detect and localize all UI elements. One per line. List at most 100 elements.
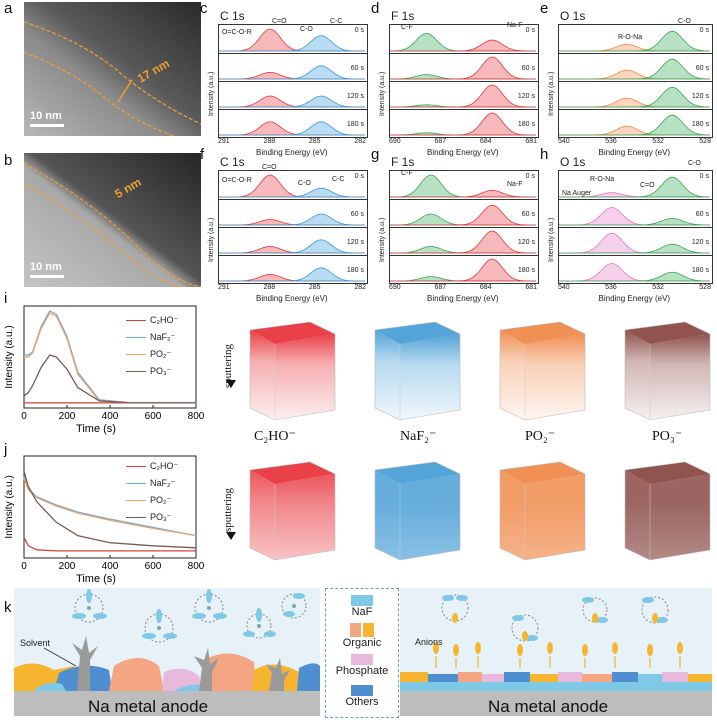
cube-top-3-top-face [625, 322, 710, 344]
xps-peak-f-0-1 [219, 187, 365, 198]
xps-spectrum-c-2 [219, 95, 365, 108]
panel-label-e: e [540, 0, 549, 17]
cube-bottom-2 [499, 461, 586, 561]
xps-tick-f-0: 291 [218, 284, 230, 291]
xps-stack-f: 0 s 60 s 120 s 180 s [218, 170, 368, 284]
cube-top-3-left-face [625, 330, 650, 420]
anode-label-k: Na metal anode [88, 697, 209, 716]
xps-peak-label-f-1: O=C-O-R [222, 177, 252, 184]
xps-time-f-3: 180 s [346, 267, 364, 274]
scale-bar-a [30, 124, 64, 127]
anions-label: Anions [415, 637, 443, 647]
cube-label-naf2: NaF₂⁻ [400, 429, 437, 444]
panel-label-a: a [4, 0, 13, 17]
chart-i-xtick-4: 800 [188, 411, 205, 422]
xps-section-c-2: 120 s [219, 81, 367, 110]
xps-peak-label-d-1: Na-F [507, 22, 523, 29]
xps-time-c-3: 180 s [346, 121, 364, 128]
xps-peak-d-3-1 [390, 112, 536, 136]
xps-spectrum-e-2 [559, 86, 710, 108]
xps-time-e-2: 120 s [691, 93, 709, 100]
xps-tick-g-2: 684 [479, 284, 492, 291]
xps-section-f-1: 60 s [219, 199, 367, 228]
sputtering-arrow-bottom [226, 532, 236, 540]
chart-j-xtick-1: 200 [59, 561, 76, 572]
cube-top-0-top-face [250, 322, 335, 344]
legend-j-naf2-label: NaF₂⁻ [150, 478, 176, 488]
chart-i-xtick-2: 400 [102, 411, 119, 422]
xps-spectrum-c-1 [219, 65, 365, 80]
xps-section-h-3: 180 s [559, 255, 712, 283]
cube-top-1 [374, 321, 461, 421]
xps-tick-c-0: 291 [218, 138, 230, 145]
xps-spectrum-d-3 [390, 112, 536, 136]
xps-time-e-1: 60 s [695, 65, 709, 72]
xps-peak-c-1-1 [219, 65, 365, 80]
chart-j-xtick-3: 600 [145, 561, 162, 572]
depth-profile-chart-i: 0 200 400 600 800 Time (s) Intensity (a.u.) [4, 305, 205, 435]
xps-section-g-3: 180 s [390, 255, 538, 283]
xps-panel-d: d Intensity (a.u.) F 1s 0 s 60 s 120 s 180 s C-… [371, 0, 547, 157]
chart-j-series-3 [23, 471, 197, 549]
xps-section-h-0: 0 s [559, 171, 712, 200]
xps-tick-c-2: 285 [308, 138, 321, 145]
xps-section-f-0: 0 s [219, 171, 367, 200]
legend-j-c2ho-label: C₂HO⁻ [150, 461, 179, 471]
cube-bottom-0-top-face [250, 462, 335, 484]
xps-peak-label-h-3: Na Auger [562, 190, 592, 197]
xps-tick-h-3: 528 [699, 284, 711, 291]
legend-j-po3: PO₃⁻ [126, 509, 178, 526]
xps-xlabel-h: Binding Energy (eV) [598, 294, 671, 303]
panel-label-j: j [4, 441, 8, 458]
xps-spectrum-f-1 [219, 213, 365, 226]
cube-top-2-left-face [500, 330, 525, 420]
xps-peak-label-g-1: Na-F [507, 181, 523, 188]
cube-bottom-2-top-face [500, 462, 585, 484]
xps-time-c-0: 0 s [354, 27, 364, 34]
xps-tick-g-0: 690 [389, 284, 401, 291]
legend-organic: Organic [326, 623, 398, 649]
legend-i: C₂HO⁻ NaF₂⁻ PO₂⁻ PO₃⁻ [126, 312, 178, 380]
xps-panel-c: c Intensity (a.u.) C 1s 0 s 60 s 120 s 180 s C=… [200, 0, 376, 157]
cube-bottom-0-left-face [250, 470, 275, 560]
xps-title-h: O 1s [560, 155, 586, 169]
xps-time-g-3: 180 s [517, 267, 535, 274]
xps-xlabel-g: Binding Energy (eV) [427, 294, 499, 303]
xps-section-e-3: 180 s [559, 109, 712, 137]
cube-label-c2ho: C₂HO⁻ [254, 429, 296, 444]
chart-i-ylabel: Intensity (a.u.) [4, 325, 15, 388]
legend-i-c2ho: C₂HO⁻ [126, 312, 178, 329]
xps-peak-c-2-0 [219, 95, 365, 108]
tem-image-a: 17 nm 10 nm [24, 2, 201, 136]
xps-section-c-3: 180 s [219, 109, 367, 137]
panel-label-h: h [540, 146, 549, 163]
cube-top-2-top-face [500, 322, 585, 344]
panel-label-c: c [200, 0, 208, 17]
chart-j-series-0 [23, 537, 196, 552]
xps-section-h-2: 120 s [559, 227, 712, 256]
xps-ylabel-d: Intensity (a.u.) [379, 71, 386, 116]
xps-spectrum-d-2 [390, 84, 536, 108]
xps-section-e-0: 0 s [559, 25, 712, 54]
xps-spectrum-g-0 [390, 174, 536, 198]
chart-j-series-2 [23, 478, 197, 537]
panel-label-k: k [4, 599, 12, 616]
xps-peak-d-0-0 [390, 32, 536, 52]
xps-ylabel-c: Intensity (a.u.) [208, 71, 215, 116]
schematic-legend: NaF Organic Phosphate Others [325, 588, 399, 718]
xps-peak-d-2-1 [390, 84, 536, 108]
xps-peak-g-1-1 [390, 204, 536, 226]
legend-naf-swatch [351, 595, 373, 606]
xps-ticks-g: 690 687 684 681 [389, 284, 537, 291]
xps-spectrum-h-2 [559, 232, 710, 254]
xps-tick-f-1: 288 [263, 284, 276, 291]
cube-bottom-1-top-face [375, 462, 460, 484]
xps-spectrum-g-3 [390, 258, 536, 282]
legend-phosphate-label: Phosphate [335, 665, 389, 677]
xps-spectrum-e-0 [559, 30, 710, 52]
xps-xlabel-e: Binding Energy (eV) [598, 148, 671, 157]
legend-j: C₂HO⁻ NaF₂⁻ PO₂⁻ PO₃⁻ [126, 458, 178, 526]
cube-top-0-right-face [275, 334, 335, 420]
xps-spectrum-h-1 [559, 207, 710, 226]
xps-tick-f-3: 282 [354, 284, 366, 291]
